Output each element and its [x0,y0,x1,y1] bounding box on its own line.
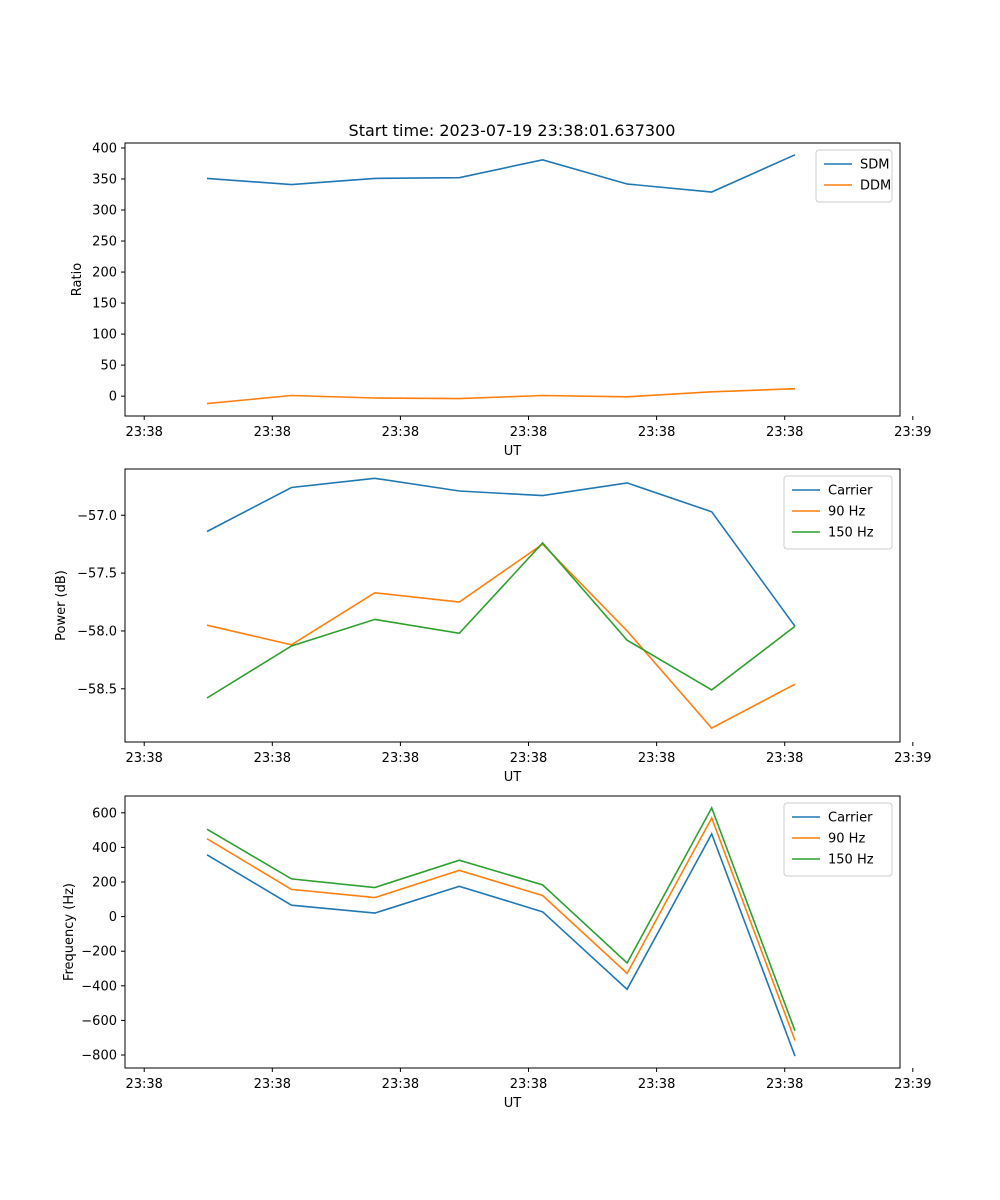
x-tick-label: 23:38 [254,425,291,440]
x-tick-label: 23:38 [510,425,547,440]
y-tick-label: 400 [92,841,117,856]
legend-label: DDM [860,179,891,194]
legend-box [783,475,893,550]
y-tick-label: 50 [100,359,117,374]
y-tick-label: −800 [81,1049,117,1064]
x-tick-label: 23:38 [125,425,162,440]
x-tick-label: 23:38 [638,751,675,766]
x-axis-label: UT [504,444,522,459]
x-tick-label: 23:38 [766,751,803,766]
series-line-ddm [206,387,796,405]
y-axis-label: Ratio [70,263,85,296]
y-tick-label: 200 [92,266,117,281]
x-tick-label: 23:38 [382,751,419,766]
y-tick-label: 0 [109,390,117,405]
y-tick-label: 150 [92,297,117,312]
legend-label: 90 Hz [828,832,865,847]
x-tick-label: 23:38 [382,1077,419,1092]
y-tick-label: 350 [92,172,117,187]
y-tick-label: 0 [109,910,117,925]
legend-label: 90 Hz [828,505,865,520]
x-tick-label: 23:38 [638,425,675,440]
x-tick-label: 23:38 [254,1077,291,1092]
y-tick-label: 100 [92,328,117,343]
y-tick-label: −57.0 [77,509,117,524]
panels: 23:38 23:38 23:38 23:38 23:38 23:38 23:39 UT 0 50… [54,141,932,1111]
y-tick-label: −57.5 [77,567,117,582]
legend: SDM DDM [815,149,893,203]
legend-label: Carrier [828,484,873,499]
series-line-150-hz [206,541,796,699]
x-tick-label: 23:38 [125,1077,162,1092]
series-line-90-hz [206,543,796,730]
y-tick-label: 400 [92,141,117,156]
x-tick-label: 23:38 [510,1077,547,1092]
y-tick-label: −400 [81,979,117,994]
x-tick-label: 23:38 [254,751,291,766]
panel-2: 23:38 23:38 23:38 23:38 23:38 23:38 23:39 UT −57… [54,468,932,785]
x-tick-label: 23:38 [510,751,547,766]
legend-box [815,149,893,203]
y-tick-label: 300 [92,204,117,219]
series-line-carrier [206,477,796,627]
axes-frame [124,468,901,743]
x-tick-label: 23:39 [894,751,931,766]
chart-title: Start time: 2023-07-19 23:38:01.637300 [349,121,676,140]
y-tick-label: −200 [81,945,117,960]
x-tick-label: 23:39 [894,425,931,440]
legend: Carrier 90 Hz 150 Hz [783,802,893,877]
x-tick-label: 23:38 [382,425,419,440]
panel-3: 23:38 23:38 23:38 23:38 23:38 23:38 23:39 UT 600… [62,795,932,1111]
legend-box [783,802,893,877]
series-line-150-hz [206,805,796,1032]
panel-1: 23:38 23:38 23:38 23:38 23:38 23:38 23:39 UT 0 50… [70,141,932,459]
x-tick-label: 23:38 [766,1077,803,1092]
axes-frame [124,795,901,1069]
y-tick-label: 200 [92,875,117,890]
y-tick-label: −58.5 [77,682,117,697]
x-tick-label: 23:38 [125,751,162,766]
legend-label: Carrier [828,811,873,826]
axes-frame [124,142,901,417]
y-tick-label: 600 [92,806,117,821]
legend: Carrier 90 Hz 150 Hz [783,475,893,550]
legend-label: 150 Hz [828,526,874,541]
legend-label: SDM [860,158,889,173]
x-axis-label: UT [504,770,522,785]
x-axis-label: UT [504,1096,522,1111]
y-tick-label: −600 [81,1014,117,1029]
y-axis-label: Power (dB) [54,570,69,641]
x-tick-label: 23:38 [638,1077,675,1092]
series-line-90-hz [206,816,796,1041]
y-tick-label: 250 [92,235,117,250]
legend-label: 150 Hz [828,853,874,868]
x-tick-label: 23:39 [894,1077,931,1092]
y-axis-label: Frequency (Hz) [62,883,77,981]
series-line-sdm [206,154,796,193]
series-line-carrier [206,831,796,1057]
x-tick-label: 23:38 [766,425,803,440]
y-tick-label: −58.0 [77,624,117,639]
